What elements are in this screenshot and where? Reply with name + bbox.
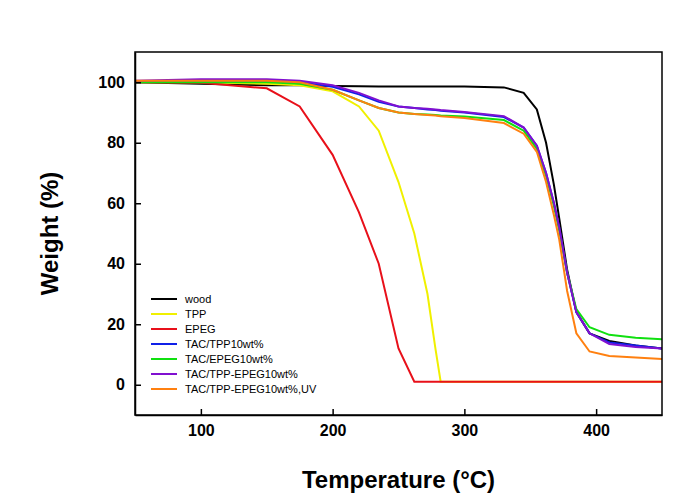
y-tick-label: 40 bbox=[107, 255, 125, 272]
y-tick-mark bbox=[135, 203, 141, 205]
y-tick-label: 0 bbox=[116, 376, 125, 393]
legend-label: TAC/TPP10wt% bbox=[185, 338, 264, 350]
x-tick: 300 bbox=[452, 409, 479, 439]
x-axis-title: Temperature (°C) bbox=[302, 466, 495, 493]
legend-swatch bbox=[151, 358, 177, 360]
legend-swatch bbox=[151, 328, 177, 330]
x-tick-label: 200 bbox=[320, 422, 347, 439]
series-line bbox=[135, 79, 662, 348]
y-tick: 40 bbox=[107, 255, 141, 272]
legend-label: TPP bbox=[185, 308, 206, 320]
x-tick-label: 300 bbox=[452, 422, 479, 439]
y-axis: 0 20 40 60 80 100 bbox=[98, 53, 141, 416]
legend-item: TAC/TPP10wt% bbox=[151, 338, 264, 350]
x-tick-mark bbox=[596, 409, 598, 415]
legend-item: TPP bbox=[151, 308, 206, 320]
y-tick-mark bbox=[135, 385, 141, 387]
legend-swatch bbox=[151, 313, 177, 315]
legend-label: TAC/EPEG10wt% bbox=[185, 353, 273, 365]
legend-item: TAC/TPP-EPEG10wt%,UV bbox=[151, 383, 317, 395]
y-tick-label: 80 bbox=[107, 134, 125, 151]
legend-swatch bbox=[151, 298, 177, 300]
x-tick: 400 bbox=[583, 409, 610, 439]
legend-swatch bbox=[151, 388, 177, 390]
y-tick-mark bbox=[135, 264, 141, 266]
plot-frame bbox=[135, 52, 662, 415]
x-tick-label: 400 bbox=[583, 422, 610, 439]
series-line bbox=[135, 82, 662, 348]
x-tick: 100 bbox=[188, 409, 215, 439]
series-line bbox=[135, 82, 662, 339]
chart: 100 200 300 400 0 20 40 60 80 100 wood TPP EPEG TAC/T… bbox=[0, 0, 698, 502]
legend-item: EPEG bbox=[151, 323, 216, 335]
legend-label: TAC/TPP-EPEG10wt% bbox=[185, 368, 298, 380]
x-tick-mark bbox=[201, 409, 203, 415]
x-tick: 200 bbox=[320, 409, 347, 439]
legend-label: TAC/TPP-EPEG10wt%,UV bbox=[185, 383, 317, 395]
y-tick: 0 bbox=[116, 376, 141, 393]
y-tick-mark bbox=[135, 143, 141, 145]
x-tick-mark bbox=[464, 409, 466, 415]
y-tick-mark bbox=[135, 324, 141, 326]
series-line bbox=[135, 81, 662, 349]
legend-item: TAC/TPP-EPEG10wt% bbox=[151, 368, 298, 380]
y-tick: 80 bbox=[107, 134, 141, 151]
y-tick: 60 bbox=[107, 195, 141, 212]
legend-swatch bbox=[151, 373, 177, 375]
y-axis-title: Weight (%) bbox=[36, 172, 63, 296]
legend-label: wood bbox=[184, 293, 211, 305]
legend-item: TAC/EPEG10wt% bbox=[151, 353, 273, 365]
series-line bbox=[135, 82, 662, 381]
legend-item: wood bbox=[151, 293, 211, 305]
legend-label: EPEG bbox=[185, 323, 216, 335]
legend: wood TPP EPEG TAC/TPP10wt% TAC/EPEG10wt% TAC/… bbox=[151, 293, 317, 395]
x-axis-line bbox=[136, 415, 663, 417]
y-tick: 100 bbox=[98, 74, 141, 91]
x-axis: 100 200 300 400 bbox=[136, 409, 663, 439]
legend-swatch bbox=[151, 343, 177, 345]
y-axis-line bbox=[135, 53, 137, 416]
lines bbox=[135, 79, 662, 382]
y-tick-label: 20 bbox=[107, 316, 125, 333]
x-tick-mark bbox=[332, 409, 334, 415]
series-line bbox=[135, 81, 662, 359]
y-tick-label: 60 bbox=[107, 195, 125, 212]
series-line bbox=[135, 82, 662, 381]
y-tick-label: 100 bbox=[98, 74, 125, 91]
plot: 100 200 300 400 0 20 40 60 80 100 wood TPP EPEG TAC/T… bbox=[98, 52, 662, 439]
x-tick-label: 100 bbox=[188, 422, 215, 439]
y-tick-mark bbox=[135, 82, 141, 84]
y-tick: 20 bbox=[107, 316, 141, 333]
